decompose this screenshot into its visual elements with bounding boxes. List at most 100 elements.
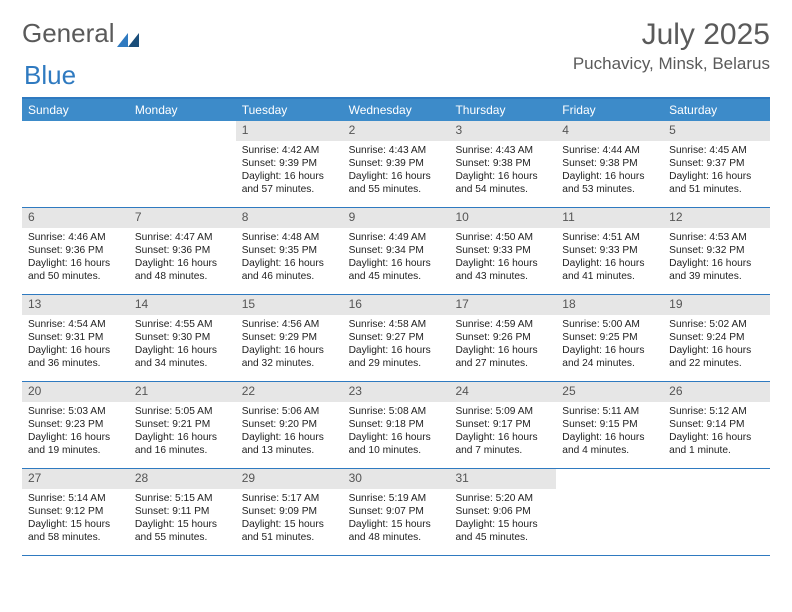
day-number: 14 bbox=[129, 295, 236, 315]
day-number: 28 bbox=[129, 469, 236, 489]
daylight-text: Daylight: 16 hours and 43 minutes. bbox=[455, 257, 550, 284]
sunset-text: Sunset: 9:27 PM bbox=[349, 331, 444, 344]
daylight-text: Daylight: 16 hours and 27 minutes. bbox=[455, 344, 550, 371]
sunset-text: Sunset: 9:39 PM bbox=[242, 157, 337, 170]
day-cell bbox=[129, 121, 236, 207]
sunrise-text: Sunrise: 4:50 AM bbox=[455, 231, 550, 244]
daylight-text: Daylight: 16 hours and 55 minutes. bbox=[349, 170, 444, 197]
day-number: 6 bbox=[22, 208, 129, 228]
week-row: 13Sunrise: 4:54 AMSunset: 9:31 PMDayligh… bbox=[22, 295, 770, 382]
day-body: Sunrise: 5:03 AMSunset: 9:23 PMDaylight:… bbox=[22, 402, 129, 464]
week-row: 27Sunrise: 5:14 AMSunset: 9:12 PMDayligh… bbox=[22, 469, 770, 556]
sunrise-text: Sunrise: 5:06 AM bbox=[242, 405, 337, 418]
sunrise-text: Sunrise: 4:49 AM bbox=[349, 231, 444, 244]
day-cell: 23Sunrise: 5:08 AMSunset: 9:18 PMDayligh… bbox=[343, 382, 450, 468]
day-cell: 29Sunrise: 5:17 AMSunset: 9:09 PMDayligh… bbox=[236, 469, 343, 555]
logo-text2: Blue bbox=[24, 60, 76, 90]
day-cell: 2Sunrise: 4:43 AMSunset: 9:39 PMDaylight… bbox=[343, 121, 450, 207]
day-cell bbox=[556, 469, 663, 555]
daylight-text: Daylight: 16 hours and 19 minutes. bbox=[28, 431, 123, 458]
sunrise-text: Sunrise: 5:11 AM bbox=[562, 405, 657, 418]
sunset-text: Sunset: 9:25 PM bbox=[562, 331, 657, 344]
day-number: 4 bbox=[556, 121, 663, 141]
day-number: 15 bbox=[236, 295, 343, 315]
daylight-text: Daylight: 16 hours and 29 minutes. bbox=[349, 344, 444, 371]
day-cell: 27Sunrise: 5:14 AMSunset: 9:12 PMDayligh… bbox=[22, 469, 129, 555]
day-cell: 18Sunrise: 5:00 AMSunset: 9:25 PMDayligh… bbox=[556, 295, 663, 381]
sunset-text: Sunset: 9:39 PM bbox=[349, 157, 444, 170]
daylight-text: Daylight: 16 hours and 39 minutes. bbox=[669, 257, 764, 284]
day-body: Sunrise: 5:08 AMSunset: 9:18 PMDaylight:… bbox=[343, 402, 450, 464]
day-cell: 13Sunrise: 4:54 AMSunset: 9:31 PMDayligh… bbox=[22, 295, 129, 381]
sunrise-text: Sunrise: 5:19 AM bbox=[349, 492, 444, 505]
week-row: 20Sunrise: 5:03 AMSunset: 9:23 PMDayligh… bbox=[22, 382, 770, 469]
day-cell: 30 Sunrise: 5:19 AMSunset: 9:07 PMDayligh… bbox=[343, 469, 450, 555]
sunset-text: Sunset: 9:33 PM bbox=[455, 244, 550, 257]
day-number: 1 bbox=[236, 121, 343, 141]
day-cell: 16Sunrise: 4:58 AMSunset: 9:27 PMDayligh… bbox=[343, 295, 450, 381]
daylight-text: Daylight: 15 hours and 45 minutes. bbox=[455, 518, 550, 545]
sunrise-text: Sunrise: 4:51 AM bbox=[562, 231, 657, 244]
day-body: Sunrise: 5:05 AMSunset: 9:21 PMDaylight:… bbox=[129, 402, 236, 464]
sunrise-text: Sunrise: 4:53 AM bbox=[669, 231, 764, 244]
daylight-text: Daylight: 16 hours and 10 minutes. bbox=[349, 431, 444, 458]
day-number: 30 bbox=[343, 469, 450, 489]
day-body: Sunrise: 5:17 AMSunset: 9:09 PMDaylight:… bbox=[236, 489, 343, 551]
day-cell: 22Sunrise: 5:06 AMSunset: 9:20 PMDayligh… bbox=[236, 382, 343, 468]
sunset-text: Sunset: 9:30 PM bbox=[135, 331, 230, 344]
day-number: 17 bbox=[449, 295, 556, 315]
sunrise-text: Sunrise: 4:43 AM bbox=[349, 144, 444, 157]
title-area: July 2025 Puchavicy, Minsk, Belarus bbox=[573, 18, 770, 74]
day-cell: 28Sunrise: 5:15 AMSunset: 9:11 PMDayligh… bbox=[129, 469, 236, 555]
sunset-text: Sunset: 9:12 PM bbox=[28, 505, 123, 518]
day-body: Sunrise: 4:54 AMSunset: 9:31 PMDaylight:… bbox=[22, 315, 129, 377]
day-number: 7 bbox=[129, 208, 236, 228]
daylight-text: Daylight: 16 hours and 54 minutes. bbox=[455, 170, 550, 197]
day-cell: 26Sunrise: 5:12 AMSunset: 9:14 PMDayligh… bbox=[663, 382, 770, 468]
day-number: 22 bbox=[236, 382, 343, 402]
day-body: Sunrise: 4:50 AMSunset: 9:33 PMDaylight:… bbox=[449, 228, 556, 290]
daylight-text: Daylight: 16 hours and 53 minutes. bbox=[562, 170, 657, 197]
daylight-text: Daylight: 16 hours and 36 minutes. bbox=[28, 344, 123, 371]
day-cell: 20Sunrise: 5:03 AMSunset: 9:23 PMDayligh… bbox=[22, 382, 129, 468]
day-number: 12 bbox=[663, 208, 770, 228]
day-body: Sunrise: 5:02 AMSunset: 9:24 PMDaylight:… bbox=[663, 315, 770, 377]
day-body: Sunrise: 4:55 AMSunset: 9:30 PMDaylight:… bbox=[129, 315, 236, 377]
location: Puchavicy, Minsk, Belarus bbox=[573, 54, 770, 74]
day-cell bbox=[22, 121, 129, 207]
dow-cell: Monday bbox=[129, 99, 236, 121]
day-cell: 15Sunrise: 4:56 AMSunset: 9:29 PMDayligh… bbox=[236, 295, 343, 381]
daylight-text: Daylight: 16 hours and 57 minutes. bbox=[242, 170, 337, 197]
day-body: Sunrise: 4:44 AMSunset: 9:38 PMDaylight:… bbox=[556, 141, 663, 203]
day-body: Sunrise: 4:58 AMSunset: 9:27 PMDaylight:… bbox=[343, 315, 450, 377]
day-cell: 19Sunrise: 5:02 AMSunset: 9:24 PMDayligh… bbox=[663, 295, 770, 381]
sunset-text: Sunset: 9:34 PM bbox=[349, 244, 444, 257]
daylight-text: Daylight: 15 hours and 48 minutes. bbox=[349, 518, 444, 545]
sunset-text: Sunset: 9:29 PM bbox=[242, 331, 337, 344]
day-cell: 4Sunrise: 4:44 AMSunset: 9:38 PMDaylight… bbox=[556, 121, 663, 207]
dow-cell: Friday bbox=[556, 99, 663, 121]
day-cell bbox=[663, 469, 770, 555]
sunrise-text: Sunrise: 4:42 AM bbox=[242, 144, 337, 157]
day-cell: 12Sunrise: 4:53 AMSunset: 9:32 PMDayligh… bbox=[663, 208, 770, 294]
logo: General bbox=[22, 18, 139, 49]
day-cell: 1 Sunrise: 4:42 AMSunset: 9:39 PMDaylight… bbox=[236, 121, 343, 207]
day-body: Sunrise: 5:14 AMSunset: 9:12 PMDaylight:… bbox=[22, 489, 129, 551]
day-body: Sunrise: 4:59 AMSunset: 9:26 PMDaylight:… bbox=[449, 315, 556, 377]
day-number: 13 bbox=[22, 295, 129, 315]
weeks-container: 1Sunrise: 4:42 AMSunset: 9:39 PMDaylight… bbox=[22, 121, 770, 556]
sunset-text: Sunset: 9:09 PM bbox=[242, 505, 337, 518]
sunrise-text: Sunrise: 5:17 AM bbox=[242, 492, 337, 505]
sunset-text: Sunset: 9:11 PM bbox=[135, 505, 230, 518]
sunset-text: Sunset: 9:07 PM bbox=[349, 505, 444, 518]
day-body: Sunrise: 5:06 AMSunset: 9:20 PMDaylight:… bbox=[236, 402, 343, 464]
day-number: 10 bbox=[449, 208, 556, 228]
day-cell: 21Sunrise: 5:05 AMSunset: 9:21 PMDayligh… bbox=[129, 382, 236, 468]
sunrise-text: Sunrise: 5:05 AM bbox=[135, 405, 230, 418]
week-row: 6Sunrise: 4:46 AMSunset: 9:36 PMDaylight… bbox=[22, 208, 770, 295]
day-body: Sunrise: 5:00 AMSunset: 9:25 PMDaylight:… bbox=[556, 315, 663, 377]
sunrise-text: Sunrise: 4:48 AM bbox=[242, 231, 337, 244]
day-body: Sunrise: 5:15 AMSunset: 9:11 PMDaylight:… bbox=[129, 489, 236, 551]
day-number: 20 bbox=[22, 382, 129, 402]
day-number: 27 bbox=[22, 469, 129, 489]
